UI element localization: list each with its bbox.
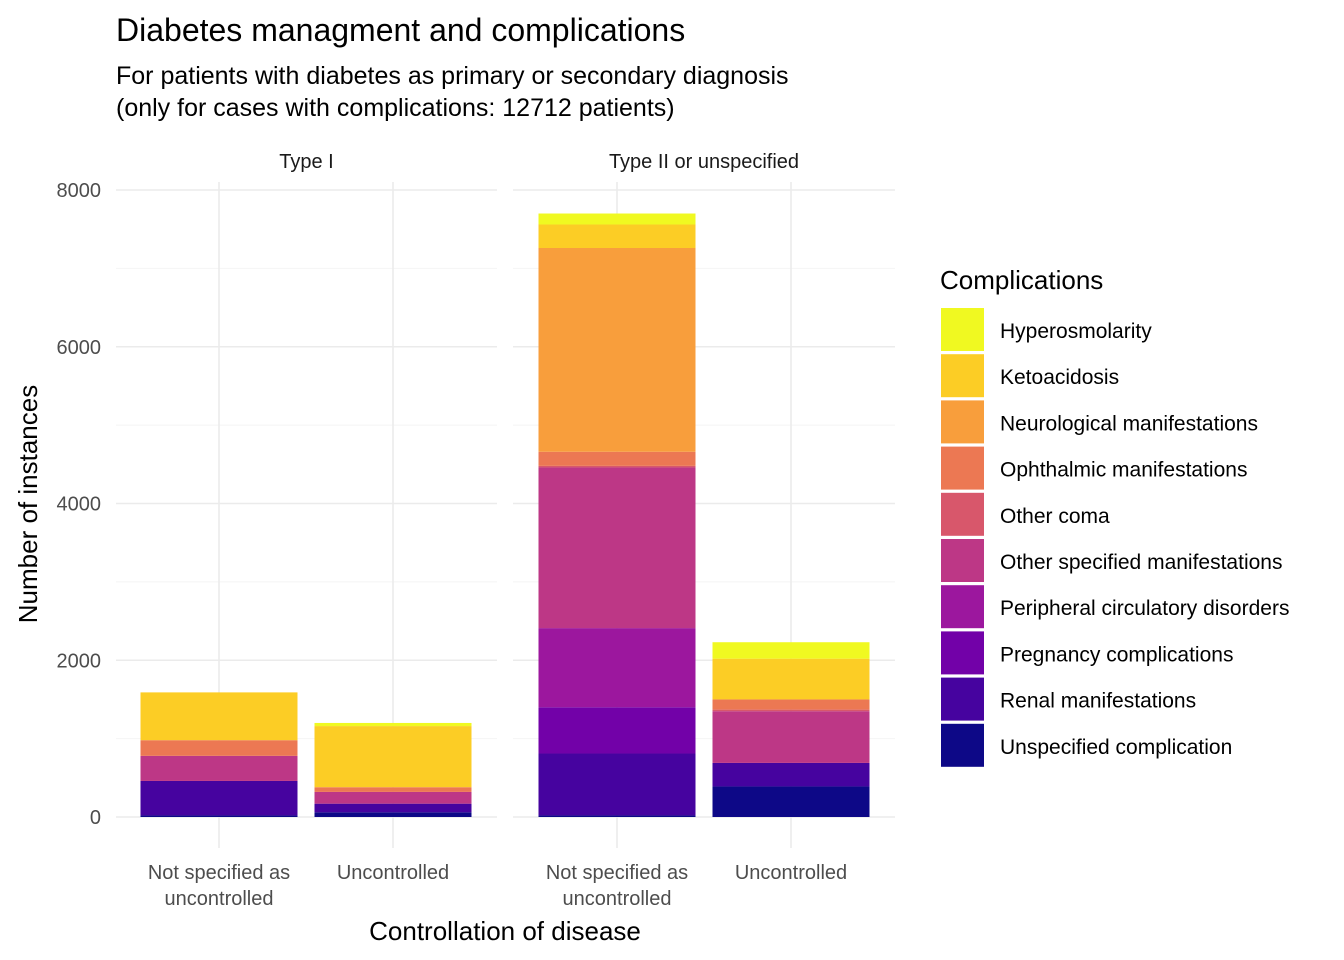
legend-key (941, 539, 984, 582)
bar-segment (712, 786, 870, 817)
chart-title: Diabetes managment and complications (116, 12, 685, 48)
bar-segment (538, 451, 696, 466)
legend-label: Other specified manifestations (1000, 551, 1282, 574)
bar-segment (314, 722, 472, 727)
legend-label: Ophthalmic manifestations (1000, 459, 1247, 482)
facet-panel: Type II or unspecified Not specified as un… (513, 151, 895, 910)
legend-title: Complications (940, 265, 1103, 295)
bar-segment (538, 628, 696, 708)
chart-subtitle-line-1: For patients with diabetes as primary or… (116, 62, 789, 90)
bar-segment (538, 815, 696, 817)
y-tick-label: 6000 (57, 337, 102, 359)
y-tick-label: 2000 (57, 650, 102, 672)
bar-segment (538, 707, 696, 754)
facet-panel: Type I Not specified as uncontrolled Uncont… (116, 151, 497, 910)
x-tick-label: Uncontrolled (735, 862, 847, 884)
x-axis-title: Controllation of disease (369, 916, 641, 946)
bar-segment (140, 815, 298, 817)
legend-label: Neurological manifestations (1000, 412, 1258, 435)
bar-segment (538, 753, 696, 816)
y-tick-label: 4000 (57, 494, 102, 516)
y-axis-title: Number of instances (13, 385, 43, 623)
facet-strip-label: Type I (279, 151, 333, 173)
facet-panels: Type I Not specified as uncontrolled Uncont… (57, 151, 895, 910)
bar-segment (712, 762, 870, 787)
legend-key (941, 677, 984, 721)
legend-label: Pregnancy complications (1000, 643, 1233, 666)
legend-key (941, 492, 984, 536)
bar-segment (314, 803, 472, 813)
bar-segment (712, 642, 870, 659)
legend-label: Other coma (1000, 505, 1110, 528)
bar-segment (140, 740, 298, 756)
bar-segment (712, 699, 870, 710)
bar-segment (538, 465, 696, 468)
legend-label: Ketoacidosis (1000, 366, 1119, 389)
bar-segment (538, 224, 696, 248)
bar-segment (712, 711, 870, 763)
chart-subtitle-line-2: (only for cases with complications: 1271… (116, 94, 675, 122)
facet-strip-label: Type II or unspecified (609, 151, 799, 173)
bar-segment (538, 247, 696, 452)
bar-segment (538, 213, 696, 225)
legend-key (941, 308, 984, 351)
bar-segment (712, 658, 870, 700)
bar-segment (140, 780, 298, 816)
bar-segment (712, 709, 870, 712)
legend-key (941, 631, 984, 675)
y-tick-label: 0 (90, 807, 101, 829)
legend-key (941, 585, 984, 629)
legend-label: Unspecified complication (1000, 736, 1232, 759)
x-tick-label: Not specified as uncontrolled (546, 862, 688, 910)
x-tick-label: Not specified as uncontrolled (148, 862, 290, 910)
legend-key (941, 354, 984, 398)
bar-segment (140, 755, 298, 781)
legend-label: Renal manifestations (1000, 690, 1196, 713)
legend-label: Hyperosmolarity (1000, 320, 1152, 343)
legend-key (941, 446, 984, 490)
bar-segment (140, 692, 298, 741)
bar-segment (314, 791, 472, 804)
bar-segment (314, 787, 472, 792)
legend: Complications Hyperosmolarity Ketoacidosi… (940, 265, 1289, 767)
legend-label: Peripheral circulatory disorders (1000, 597, 1289, 620)
bar-segment (314, 726, 472, 788)
bar-segment (314, 812, 472, 817)
legend-key (941, 723, 984, 767)
y-tick-label: 8000 (57, 180, 102, 202)
x-tick-label: Uncontrolled (337, 862, 449, 884)
bar-segment (538, 467, 696, 629)
legend-key (941, 400, 984, 444)
